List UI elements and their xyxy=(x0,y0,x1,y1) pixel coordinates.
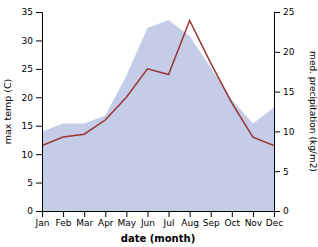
tick-label: May xyxy=(118,218,137,228)
tick-mark xyxy=(36,211,42,212)
tick-mark xyxy=(274,52,280,53)
tick-mark xyxy=(36,69,42,70)
line xyxy=(42,21,274,146)
tick-label: 30 xyxy=(22,36,34,46)
y-axis: 0 5 10 15 20 25 30 35 xyxy=(22,7,43,216)
tick-mark xyxy=(36,40,42,41)
tick: Oct xyxy=(225,211,241,228)
tick-label: Sep xyxy=(203,218,220,228)
plot: JanFebMarAprMayJunJulAugSepOctNovDec0510… xyxy=(22,7,295,228)
tick-label: Jun xyxy=(140,218,155,228)
tick-label: 20 xyxy=(283,47,295,57)
tick: 15 xyxy=(274,87,294,97)
axis-line xyxy=(36,13,43,212)
tick-mark xyxy=(274,12,280,13)
tick-mark xyxy=(36,183,42,184)
tick-mark xyxy=(63,211,64,217)
tick-label: 20 xyxy=(22,93,34,103)
tick-label: Feb xyxy=(56,218,72,228)
tick: 20 xyxy=(22,93,42,103)
tick-label: Dec xyxy=(266,218,283,228)
chart: JanFebMarAprMayJunJulAugSepOctNovDec0510… xyxy=(0,0,318,247)
area xyxy=(42,20,274,211)
tick: Jul xyxy=(163,211,175,228)
tick: Jun xyxy=(140,211,155,228)
tick-mark xyxy=(84,211,85,217)
tick: 0 xyxy=(27,206,42,216)
tick-label: 15 xyxy=(283,87,294,97)
tick: 20 xyxy=(274,47,295,57)
tick-mark xyxy=(274,131,280,132)
tick-mark xyxy=(190,211,191,217)
tick-mark xyxy=(253,211,254,217)
tick-label: 35 xyxy=(22,7,33,17)
tick-mark xyxy=(211,211,212,217)
marks xyxy=(42,20,274,211)
tick-label: Apr xyxy=(98,218,114,228)
tick: 5 xyxy=(27,178,42,188)
tick: Jan xyxy=(35,211,50,228)
y-axis-title: max temp (C) xyxy=(2,79,13,145)
y2-axis: 0 5 10 15 20 25 xyxy=(274,7,295,216)
tick-mark xyxy=(126,211,127,217)
tick-mark xyxy=(232,211,233,217)
tick-label: 10 xyxy=(283,127,295,137)
tick-mark xyxy=(274,171,280,172)
x-axis: Jan Feb Mar Apr MayJun Jul Aug Sep Oct NovDec xyxy=(35,211,284,228)
tick: Aug xyxy=(181,211,199,228)
tick-label: 15 xyxy=(22,121,33,131)
tick: 5 xyxy=(274,167,289,177)
tick-mark xyxy=(36,97,42,98)
tick: Feb xyxy=(56,211,72,228)
tick-label: 5 xyxy=(283,167,289,177)
tick: 15 xyxy=(22,121,42,131)
tick-label: Jan xyxy=(35,218,50,228)
tick-label: 25 xyxy=(283,7,294,17)
axis-line xyxy=(275,13,281,212)
tick: Nov xyxy=(245,211,263,228)
tick: 10 xyxy=(274,127,295,137)
tick-label: 0 xyxy=(283,206,289,216)
tick-mark xyxy=(274,92,280,93)
tick: 35 xyxy=(22,7,42,17)
tick: 25 xyxy=(274,7,294,17)
tick-mark xyxy=(147,211,148,217)
tick-mark xyxy=(169,211,170,217)
tick-label: 10 xyxy=(22,150,34,160)
tick: Mar xyxy=(76,211,93,228)
axis-line xyxy=(43,212,275,218)
tick: May xyxy=(118,211,137,228)
x-axis-title: date (month) xyxy=(121,233,195,244)
tick-mark xyxy=(36,12,42,13)
tick: 30 xyxy=(22,36,42,46)
tick-label: 0 xyxy=(27,206,33,216)
tick-label: Oct xyxy=(225,218,241,228)
tick: 25 xyxy=(22,64,42,74)
tick-mark xyxy=(274,211,280,212)
tick-label: Aug xyxy=(181,218,199,228)
tick-label: Mar xyxy=(76,218,93,228)
tick: Dec xyxy=(266,211,283,228)
tick: 0 xyxy=(274,206,289,216)
tick-mark xyxy=(36,126,42,127)
y2-axis-title: med. precipitation (kg/m2) xyxy=(308,51,318,172)
tick: 10 xyxy=(22,150,42,160)
tick-label: 25 xyxy=(22,64,33,74)
tick: Sep xyxy=(203,211,220,228)
tick-label: 5 xyxy=(27,178,33,188)
tick-label: Nov xyxy=(245,218,263,228)
tick: Apr xyxy=(98,211,114,228)
tick-mark xyxy=(36,154,42,155)
tick-mark xyxy=(105,211,106,217)
tick-label: Jul xyxy=(163,218,175,228)
